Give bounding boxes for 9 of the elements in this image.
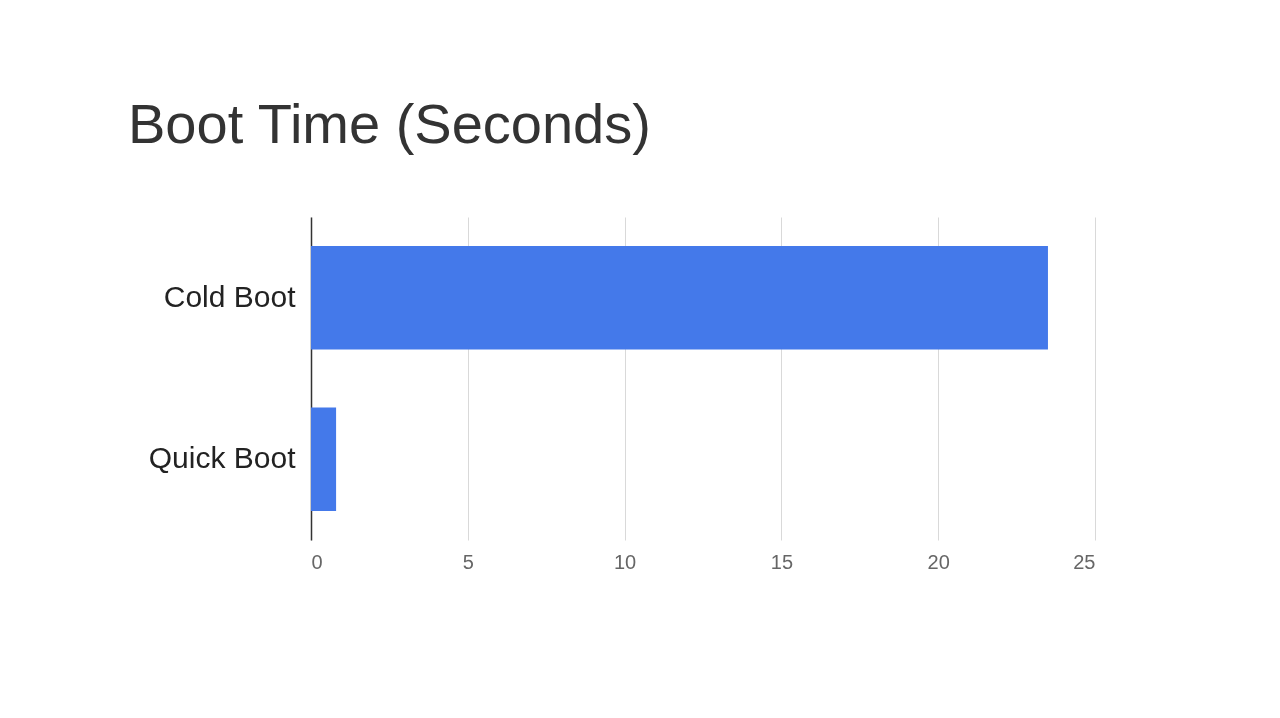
x-tick-label: 20: [927, 550, 950, 573]
x-tick-label: 10: [613, 550, 637, 573]
x-tick-label: 5: [462, 550, 474, 573]
x-tick-label: 15: [770, 550, 794, 573]
y-tick-label: Cold Boot: [163, 279, 297, 313]
x-tick-label: 0: [311, 550, 323, 573]
x-tick-label: 25: [1073, 550, 1096, 573]
chart-title: Boot Time (Seconds): [128, 92, 651, 155]
y-tick-label: Quick Boot: [148, 441, 297, 475]
